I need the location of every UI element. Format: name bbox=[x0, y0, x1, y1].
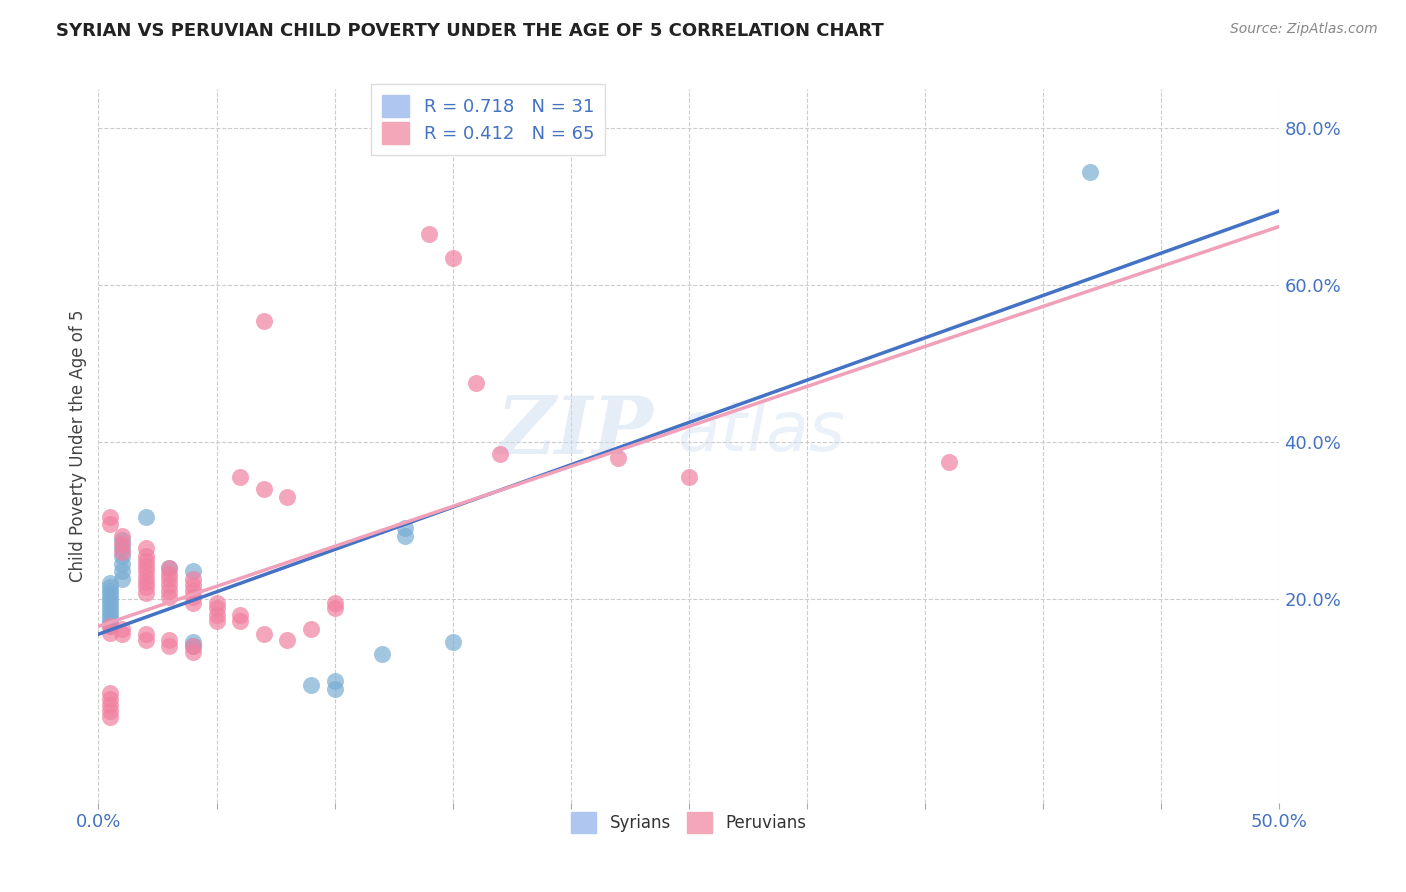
Point bbox=[229, 607, 252, 622]
Point bbox=[205, 601, 228, 615]
Point bbox=[371, 647, 394, 661]
Point bbox=[135, 541, 157, 555]
Point bbox=[678, 470, 700, 484]
Point bbox=[135, 574, 157, 589]
Text: SYRIAN VS PERUVIAN CHILD POVERTY UNDER THE AGE OF 5 CORRELATION CHART: SYRIAN VS PERUVIAN CHILD POVERTY UNDER T… bbox=[56, 22, 884, 40]
Point bbox=[135, 632, 157, 647]
Point bbox=[157, 566, 180, 581]
Point bbox=[938, 455, 960, 469]
Point bbox=[299, 678, 322, 692]
Point bbox=[323, 674, 346, 689]
Point bbox=[98, 604, 121, 618]
Point bbox=[111, 622, 134, 636]
Point bbox=[98, 625, 121, 640]
Point bbox=[157, 591, 180, 605]
Point bbox=[157, 560, 180, 574]
Point bbox=[157, 632, 180, 647]
Point bbox=[465, 376, 488, 391]
Point bbox=[181, 591, 204, 605]
Point bbox=[441, 251, 464, 265]
Point bbox=[111, 537, 134, 551]
Point bbox=[253, 313, 276, 327]
Text: ZIP: ZIP bbox=[496, 393, 654, 470]
Legend: Syrians, Peruvians: Syrians, Peruvians bbox=[562, 804, 815, 841]
Point bbox=[98, 509, 121, 524]
Point bbox=[181, 596, 204, 610]
Point bbox=[98, 691, 121, 706]
Point bbox=[229, 470, 252, 484]
Point bbox=[205, 607, 228, 622]
Point bbox=[111, 565, 134, 579]
Point bbox=[135, 509, 157, 524]
Point bbox=[98, 517, 121, 532]
Point bbox=[157, 578, 180, 592]
Point bbox=[181, 635, 204, 649]
Point bbox=[1080, 164, 1102, 178]
Point bbox=[181, 639, 204, 653]
Point bbox=[135, 570, 157, 584]
Point bbox=[157, 572, 180, 586]
Point bbox=[253, 482, 276, 496]
Text: Source: ZipAtlas.com: Source: ZipAtlas.com bbox=[1230, 22, 1378, 37]
Point bbox=[98, 615, 121, 630]
Point bbox=[111, 533, 134, 547]
Point bbox=[181, 578, 204, 592]
Point bbox=[276, 490, 298, 504]
Point bbox=[98, 599, 121, 614]
Point bbox=[394, 529, 416, 543]
Point bbox=[135, 627, 157, 641]
Point bbox=[135, 559, 157, 574]
Point bbox=[98, 596, 121, 610]
Point bbox=[181, 639, 204, 653]
Point bbox=[394, 521, 416, 535]
Point bbox=[98, 619, 121, 633]
Point bbox=[135, 565, 157, 579]
Point bbox=[98, 580, 121, 594]
Point bbox=[98, 584, 121, 599]
Text: atlas: atlas bbox=[678, 398, 845, 466]
Point bbox=[111, 541, 134, 555]
Point bbox=[98, 576, 121, 591]
Point bbox=[111, 549, 134, 563]
Point bbox=[441, 635, 464, 649]
Point bbox=[181, 565, 204, 579]
Point bbox=[135, 580, 157, 594]
Point bbox=[181, 645, 204, 659]
Point bbox=[205, 614, 228, 628]
Point bbox=[299, 622, 322, 636]
Point bbox=[98, 588, 121, 602]
Point bbox=[98, 611, 121, 625]
Point bbox=[135, 554, 157, 568]
Point bbox=[205, 596, 228, 610]
Point bbox=[489, 447, 512, 461]
Point bbox=[157, 639, 180, 653]
Point bbox=[98, 619, 121, 633]
Point bbox=[157, 560, 180, 574]
Point bbox=[98, 591, 121, 606]
Point bbox=[253, 627, 276, 641]
Point bbox=[98, 698, 121, 712]
Point bbox=[98, 709, 121, 723]
Point bbox=[111, 627, 134, 641]
Point bbox=[323, 682, 346, 697]
Point bbox=[135, 549, 157, 563]
Point bbox=[181, 584, 204, 599]
Point bbox=[111, 557, 134, 571]
Point bbox=[181, 572, 204, 586]
Point bbox=[157, 584, 180, 599]
Point bbox=[418, 227, 440, 242]
Point bbox=[111, 529, 134, 543]
Point bbox=[98, 686, 121, 700]
Point bbox=[323, 596, 346, 610]
Point bbox=[135, 585, 157, 599]
Point bbox=[323, 601, 346, 615]
Point bbox=[607, 450, 630, 465]
Point bbox=[111, 572, 134, 586]
Y-axis label: Child Poverty Under the Age of 5: Child Poverty Under the Age of 5 bbox=[69, 310, 87, 582]
Point bbox=[98, 704, 121, 718]
Point bbox=[276, 632, 298, 647]
Point bbox=[98, 607, 121, 622]
Point bbox=[111, 545, 134, 559]
Point bbox=[229, 614, 252, 628]
